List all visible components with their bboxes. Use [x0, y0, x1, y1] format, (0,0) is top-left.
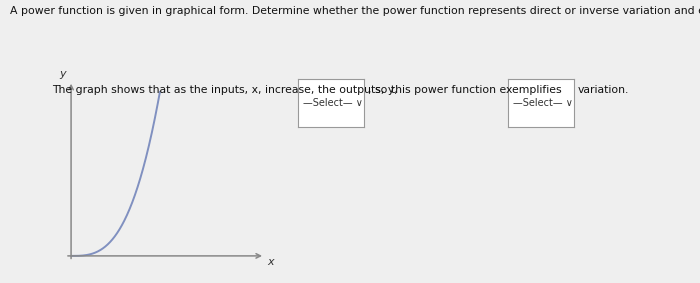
Text: A power function is given in graphical form. Determine whether the power functio: A power function is given in graphical f…: [10, 6, 700, 16]
Text: y: y: [59, 69, 66, 79]
Text: —Select— ∨: —Select— ∨: [513, 98, 573, 108]
Text: x: x: [267, 257, 274, 267]
Text: , so this power function exemplifies: , so this power function exemplifies: [368, 85, 561, 95]
Text: —Select— ∨: —Select— ∨: [303, 98, 363, 108]
Text: variation.: variation.: [578, 85, 629, 95]
Text: The graph shows that as the inputs, x, increase, the outputs, y,: The graph shows that as the inputs, x, i…: [52, 85, 398, 95]
